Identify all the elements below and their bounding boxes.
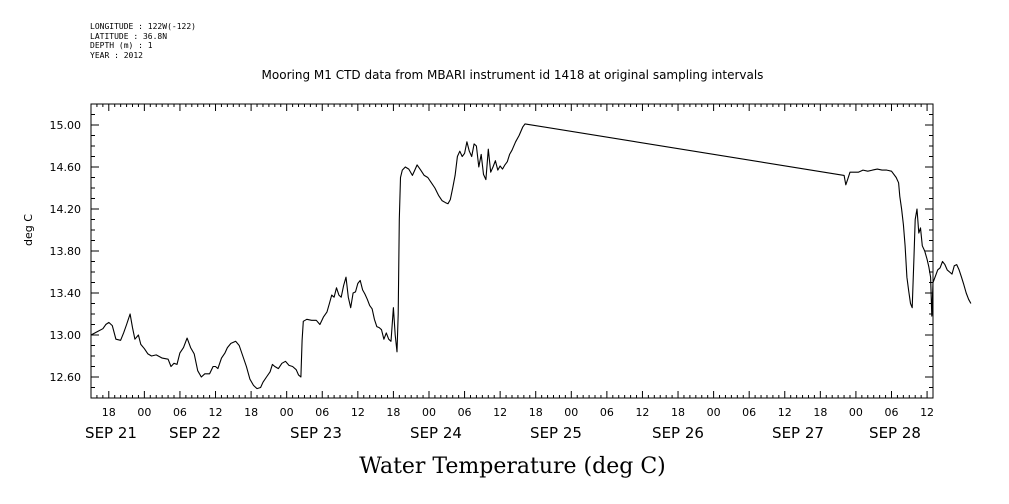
x-date-label: SEP 21 xyxy=(85,424,137,442)
x-tick-label: 18 xyxy=(386,406,400,419)
y-tick-label: 14.20 xyxy=(50,203,82,216)
x-tick-label: 00 xyxy=(564,406,578,419)
x-tick-label: 12 xyxy=(351,406,365,419)
x-tick-label: 00 xyxy=(137,406,151,419)
y-tick-label: 13.00 xyxy=(50,329,82,342)
x-date-label: SEP 27 xyxy=(772,424,824,442)
x-tick-label: 06 xyxy=(173,406,187,419)
metadata-depth: DEPTH (m) : 1 xyxy=(90,41,153,51)
x-tick-label: 18 xyxy=(671,406,685,419)
x-date-label: SEP 26 xyxy=(652,424,704,442)
y-tick-label: 15.00 xyxy=(50,119,82,132)
x-tick-label: 06 xyxy=(315,406,329,419)
metadata-block: LONGITUDE : 122W(-122) LATITUDE : 36.8N … xyxy=(90,22,196,60)
x-date-label: SEP 25 xyxy=(530,424,582,442)
x-tick-label: 00 xyxy=(280,406,294,419)
y-tick-label: 14.60 xyxy=(50,161,82,174)
x-tick-label: 06 xyxy=(884,406,898,419)
y-tick-label: 13.40 xyxy=(50,287,82,300)
x-date-label: SEP 28 xyxy=(869,424,921,442)
x-tick-label: 18 xyxy=(244,406,258,419)
x-tick-label: 00 xyxy=(849,406,863,419)
chart-title: Mooring M1 CTD data from MBARI instrumen… xyxy=(261,68,764,82)
x-date-label: SEP 22 xyxy=(169,424,221,442)
x-date-label: SEP 24 xyxy=(410,424,462,442)
metadata-year: YEAR : 2012 xyxy=(90,50,143,60)
x-axis-label: Water Temperature (deg C) xyxy=(359,454,666,479)
metadata-longitude: LONGITUDE : 122W(-122) xyxy=(90,22,196,31)
x-tick-label: 00 xyxy=(707,406,721,419)
x-date-label: SEP 23 xyxy=(290,424,342,442)
x-tick-label: 12 xyxy=(209,406,223,419)
x-tick-label: 12 xyxy=(778,406,792,419)
y-tick-label: 12.60 xyxy=(50,371,82,384)
x-tick-label: 18 xyxy=(813,406,827,419)
x-tick-label: 00 xyxy=(422,406,436,419)
x-tick-label: 12 xyxy=(493,406,507,419)
x-tick-label: 06 xyxy=(458,406,472,419)
y-tick-label: 13.80 xyxy=(50,245,82,258)
plot-frame xyxy=(90,103,934,399)
x-tick-label: 18 xyxy=(529,406,543,419)
x-tick-label: 06 xyxy=(600,406,614,419)
temperature-series-line xyxy=(90,123,972,390)
metadata-latitude: LATITUDE : 36.8N xyxy=(90,31,168,41)
x-tick-label: 12 xyxy=(920,406,934,419)
x-tick-label: 18 xyxy=(102,406,116,419)
x-tick-label: 06 xyxy=(742,406,756,419)
x-tick-label: 12 xyxy=(635,406,649,419)
